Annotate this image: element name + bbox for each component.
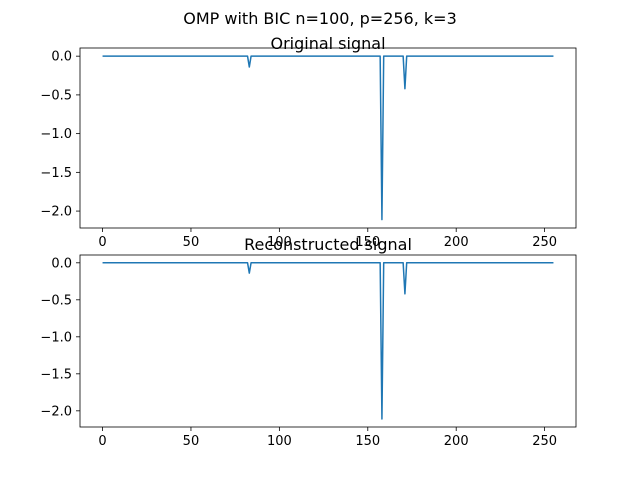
- x-tick-label-reconstructed: 50: [183, 434, 200, 449]
- y-tick-label-original: −0.5: [40, 88, 72, 103]
- x-tick-label-reconstructed: 250: [532, 434, 557, 449]
- x-tick-label-original: 150: [355, 235, 380, 250]
- y-tick-label-original: −2.0: [40, 205, 72, 220]
- x-tick-label-reconstructed: 100: [267, 434, 292, 449]
- x-tick-label-original: 250: [532, 235, 557, 250]
- y-tick-label-original: −1.5: [40, 166, 72, 181]
- series-line-reconstructed: [102, 262, 554, 420]
- x-tick-label-original: 200: [444, 235, 469, 250]
- axes-title-reconstructed: Reconstructed signal: [244, 235, 412, 254]
- x-tick-label-reconstructed: 0: [98, 434, 106, 449]
- figure-suptitle: OMP with BIC n=100, p=256, k=3: [183, 9, 457, 28]
- axes-original: Original signal 0 50 100 150 200 250 0.0 −0.5 −1.…: [40, 34, 577, 250]
- y-tick-label-reconstructed: −1.0: [40, 330, 72, 345]
- axes-frame-reconstructed: [79, 254, 577, 428]
- axes-title-original: Original signal: [270, 34, 385, 53]
- y-tick-label-reconstructed: 0.0: [51, 256, 72, 271]
- x-tick-label-reconstructed: 200: [444, 434, 469, 449]
- x-tick-label-original: 100: [267, 235, 292, 250]
- y-tick-label-original: −1.0: [40, 127, 72, 142]
- x-tick-label-original: 0: [98, 235, 106, 250]
- y-tick-label-original: 0.0: [51, 50, 72, 65]
- x-tick-label-original: 50: [183, 235, 200, 250]
- axes-container: Original signal 0 50 100 150 200 250 0.0 −0.5 −1.…: [40, 34, 577, 449]
- series-line-original: [102, 55, 554, 221]
- x-tick-label-reconstructed: 150: [355, 434, 380, 449]
- y-tick-label-reconstructed: −0.5: [40, 293, 72, 308]
- axes-frame-original: [79, 47, 577, 229]
- y-tick-label-reconstructed: −2.0: [40, 404, 72, 419]
- axes-reconstructed: Reconstructed signal 0 50 100 150 200 250 0.0 −0…: [40, 235, 577, 449]
- y-tick-label-reconstructed: −1.5: [40, 367, 72, 382]
